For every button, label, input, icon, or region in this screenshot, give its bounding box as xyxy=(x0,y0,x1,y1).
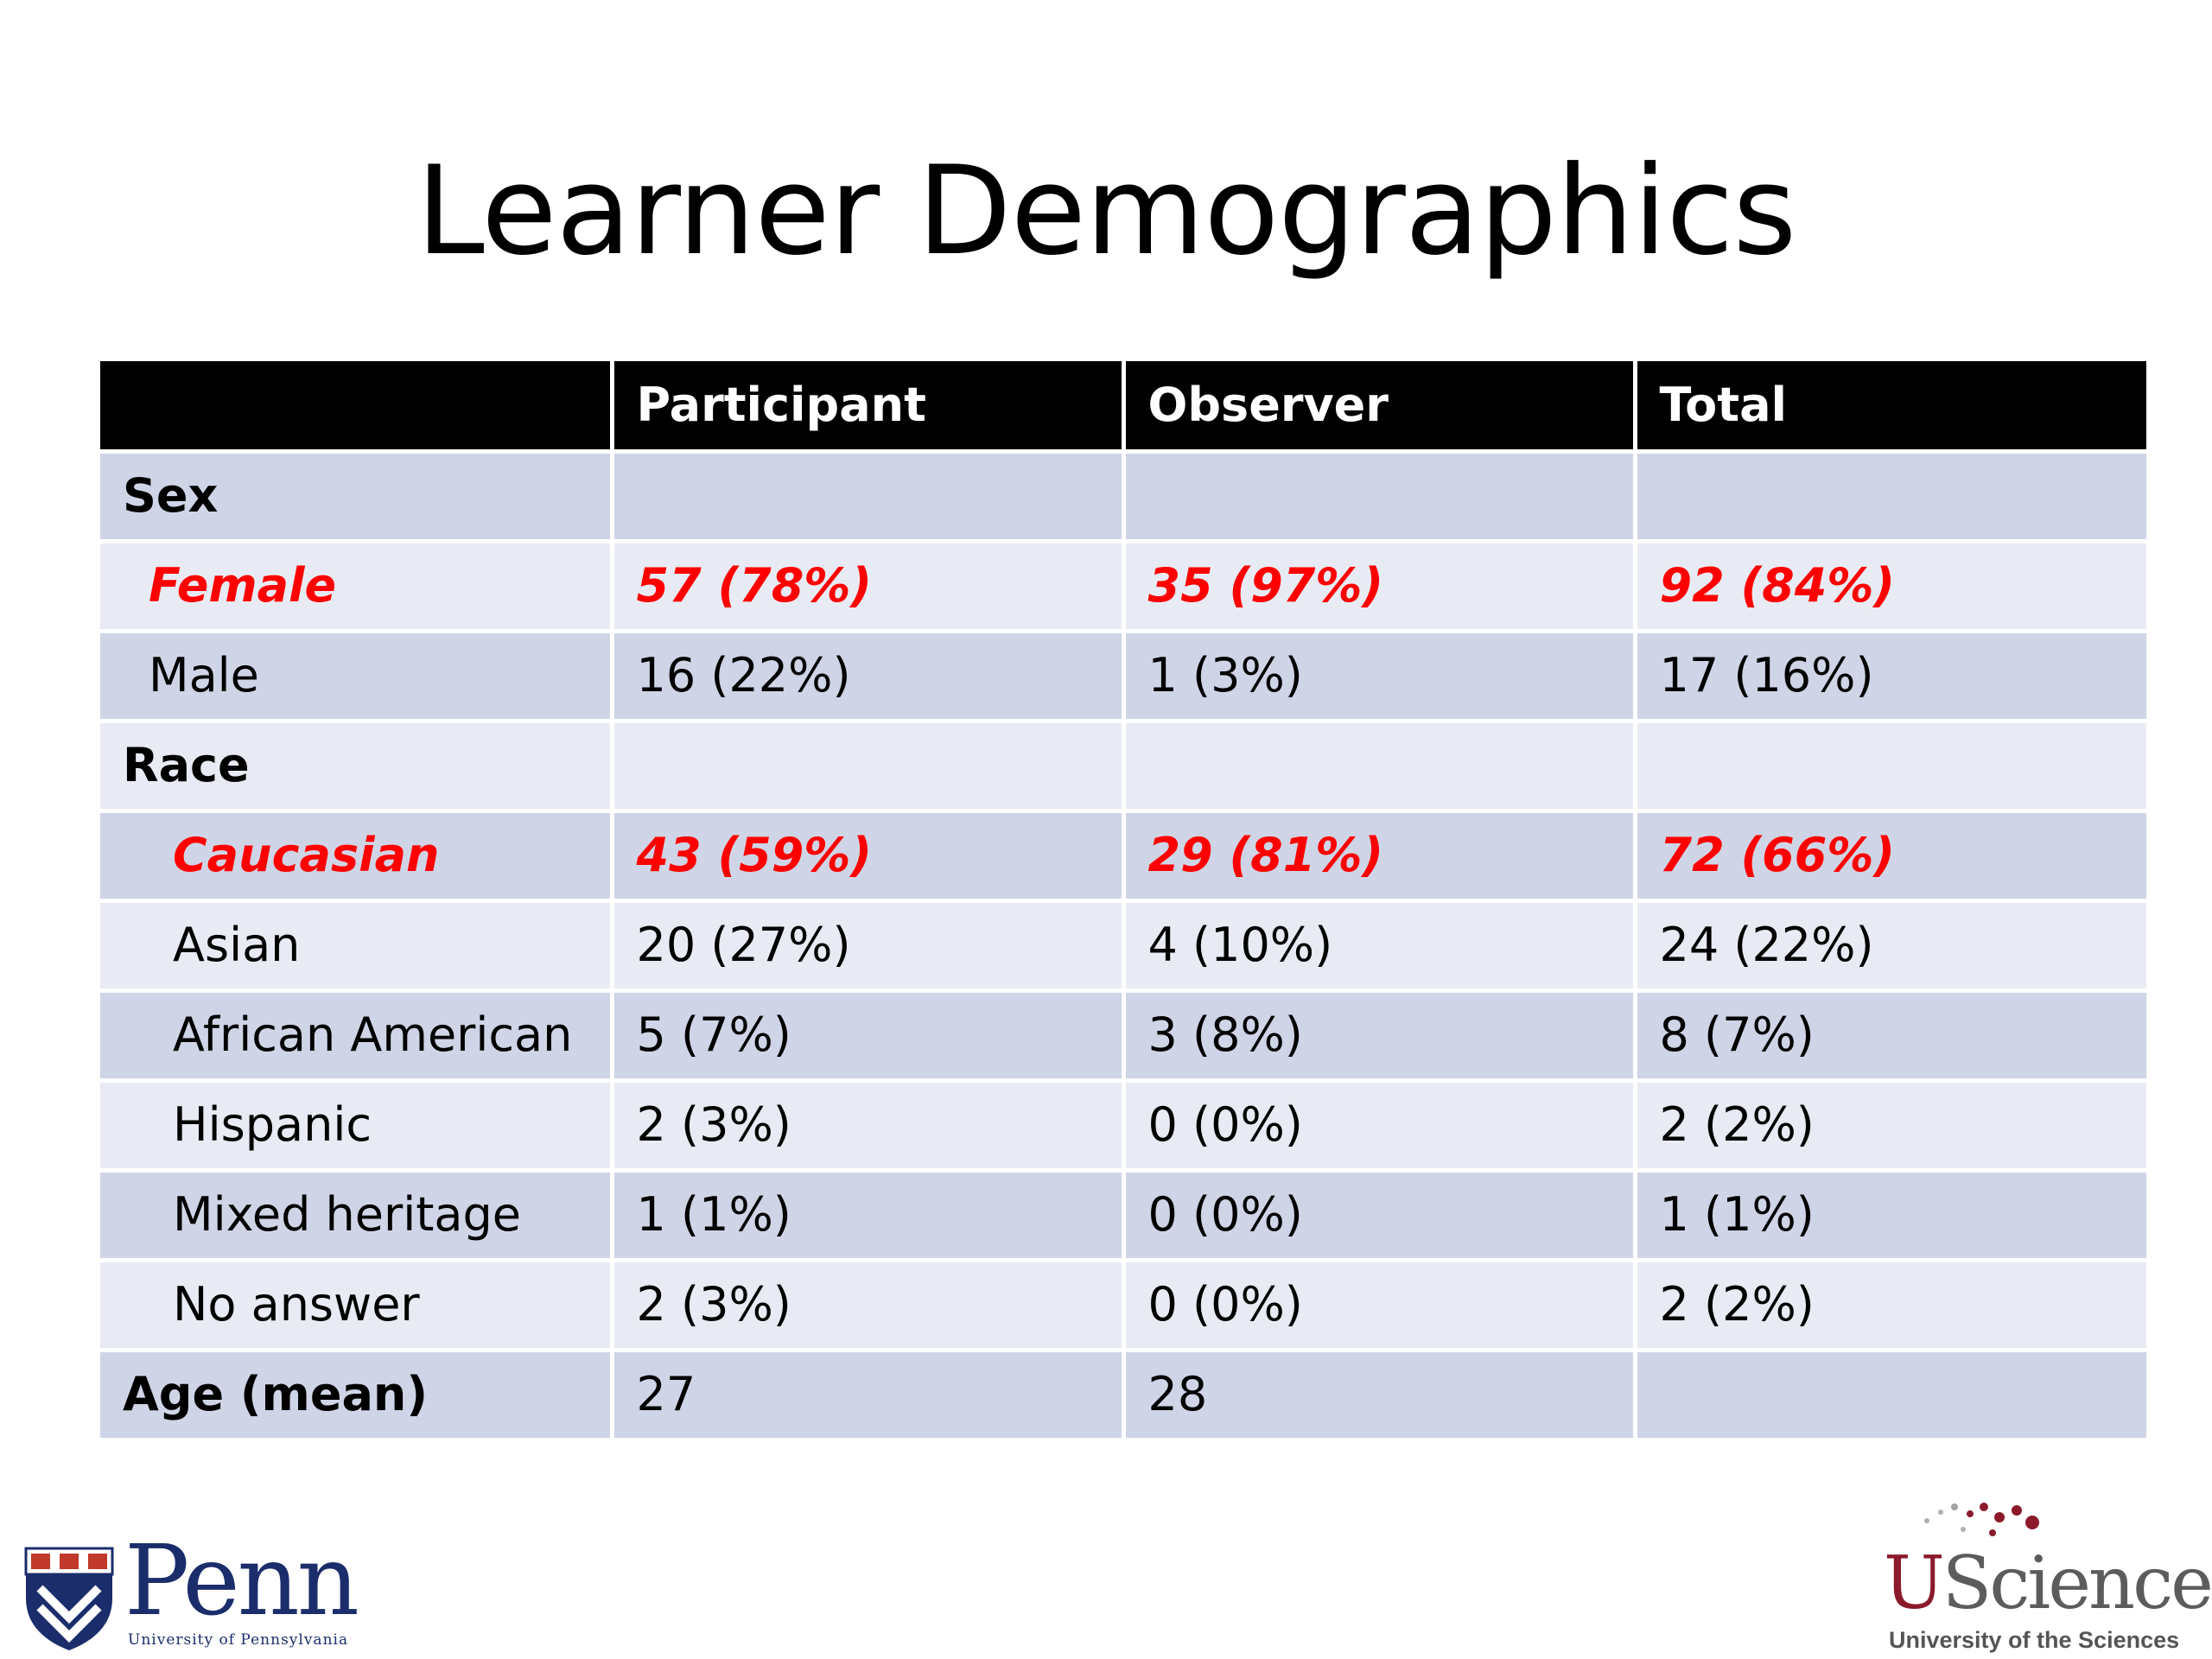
cell-age-observer: 28 xyxy=(1123,1350,1637,1442)
table-row-race: Race xyxy=(100,721,2146,813)
row-label-no-answer: No answer xyxy=(100,1260,614,1352)
table-row-no-answer: No answer 2 (3%) 0 (0%) 2 (2%) xyxy=(100,1260,2146,1352)
row-label-age: Age (mean) xyxy=(100,1350,614,1442)
cell-hispanic-participant: 2 (3%) xyxy=(612,1080,1126,1173)
usciences-wordmark-rest: Sciences xyxy=(1942,1541,2212,1625)
header-cell-observer: Observer xyxy=(1123,361,1637,454)
cell-asian-total: 24 (22%) xyxy=(1635,900,2146,993)
header-cell-participant: Participant xyxy=(612,361,1126,454)
row-label-caucasian: Caucasian xyxy=(100,810,614,903)
penn-subtitle: University of Pennsylvania xyxy=(128,1631,349,1649)
cell-hispanic-observer: 0 (0%) xyxy=(1123,1080,1637,1173)
row-label-asian: Asian xyxy=(100,900,614,993)
usciences-logo: USciences University of the Sciences xyxy=(1884,1495,2212,1659)
row-label-mixed-heritage: Mixed heritage xyxy=(100,1170,614,1262)
cell-african-american-observer: 3 (8%) xyxy=(1123,990,1637,1083)
penn-shield-icon xyxy=(24,1547,114,1650)
header-cell-total: Total xyxy=(1635,361,2146,454)
cell-sex-participant xyxy=(612,451,1126,543)
table-row-male: Male 16 (22%) 1 (3%) 17 (16%) xyxy=(100,631,2146,723)
table-row-sex: Sex xyxy=(100,451,2146,543)
cell-sex-total xyxy=(1635,451,2146,543)
cell-male-participant: 16 (22%) xyxy=(612,631,1126,723)
cell-no-answer-participant: 2 (3%) xyxy=(612,1260,1126,1352)
cell-asian-participant: 20 (27%) xyxy=(612,900,1126,993)
row-label-hispanic: Hispanic xyxy=(100,1080,614,1173)
table-row-african-american: African American 5 (7%) 3 (8%) 8 (7%) xyxy=(100,990,2146,1083)
usciences-dots-icon xyxy=(1924,1503,2039,1536)
table-row-female: Female 57 (78%) 35 (97%) 92 (84%) xyxy=(100,541,2146,633)
cell-caucasian-observer: 29 (81%) xyxy=(1123,810,1637,903)
cell-race-observer xyxy=(1123,721,1637,813)
cell-female-observer: 35 (97%) xyxy=(1123,541,1637,633)
cell-caucasian-total: 72 (66%) xyxy=(1635,810,2146,903)
table-row-age: Age (mean) 27 28 xyxy=(100,1350,2146,1442)
row-label-male: Male xyxy=(100,631,614,723)
cell-female-participant: 57 (78%) xyxy=(612,541,1126,633)
cell-age-participant: 27 xyxy=(612,1350,1126,1442)
table-row-hispanic: Hispanic 2 (3%) 0 (0%) 2 (2%) xyxy=(100,1080,2146,1173)
demographics-table: Participant Observer Total Sex Female 57… xyxy=(100,361,2146,1442)
slide-title: Learner Demographics xyxy=(416,140,1797,283)
table-row-asian: Asian 20 (27%) 4 (10%) 24 (22%) xyxy=(100,900,2146,993)
cell-asian-observer: 4 (10%) xyxy=(1123,900,1637,993)
cell-male-total: 17 (16%) xyxy=(1635,631,2146,723)
header-cell-blank xyxy=(100,361,614,454)
usciences-wordmark: USciences xyxy=(1884,1540,2212,1626)
cell-no-answer-observer: 0 (0%) xyxy=(1123,1260,1637,1352)
cell-african-american-participant: 5 (7%) xyxy=(612,990,1126,1083)
table-header-row: Participant Observer Total xyxy=(100,361,2146,454)
cell-sex-observer xyxy=(1123,451,1637,543)
row-label-african-american: African American xyxy=(100,990,614,1083)
cell-mixed-heritage-observer: 0 (0%) xyxy=(1123,1170,1637,1262)
row-label-race: Race xyxy=(100,721,614,813)
row-label-female: Female xyxy=(100,541,614,633)
cell-hispanic-total: 2 (2%) xyxy=(1635,1080,2146,1173)
cell-race-participant xyxy=(612,721,1126,813)
cell-female-total: 92 (84%) xyxy=(1635,541,2146,633)
penn-logo: Penn University of Pennsylvania xyxy=(22,1529,368,1652)
table-row-caucasian: Caucasian 43 (59%) 29 (81%) 72 (66%) xyxy=(100,810,2146,903)
cell-mixed-heritage-participant: 1 (1%) xyxy=(612,1170,1126,1262)
cell-african-american-total: 8 (7%) xyxy=(1635,990,2146,1083)
cell-caucasian-participant: 43 (59%) xyxy=(612,810,1126,903)
table-row-mixed-heritage: Mixed heritage 1 (1%) 0 (0%) 1 (1%) xyxy=(100,1170,2146,1262)
cell-age-total xyxy=(1635,1350,2146,1442)
cell-mixed-heritage-total: 1 (1%) xyxy=(1635,1170,2146,1262)
cell-no-answer-total: 2 (2%) xyxy=(1635,1260,2146,1352)
usciences-subtitle: University of the Sciences xyxy=(1889,1627,2180,1653)
row-label-sex: Sex xyxy=(100,451,614,543)
penn-wordmark: Penn xyxy=(124,1525,359,1637)
cell-male-observer: 1 (3%) xyxy=(1123,631,1637,723)
usciences-wordmark-u: U xyxy=(1884,1541,1945,1625)
cell-race-total xyxy=(1635,721,2146,813)
